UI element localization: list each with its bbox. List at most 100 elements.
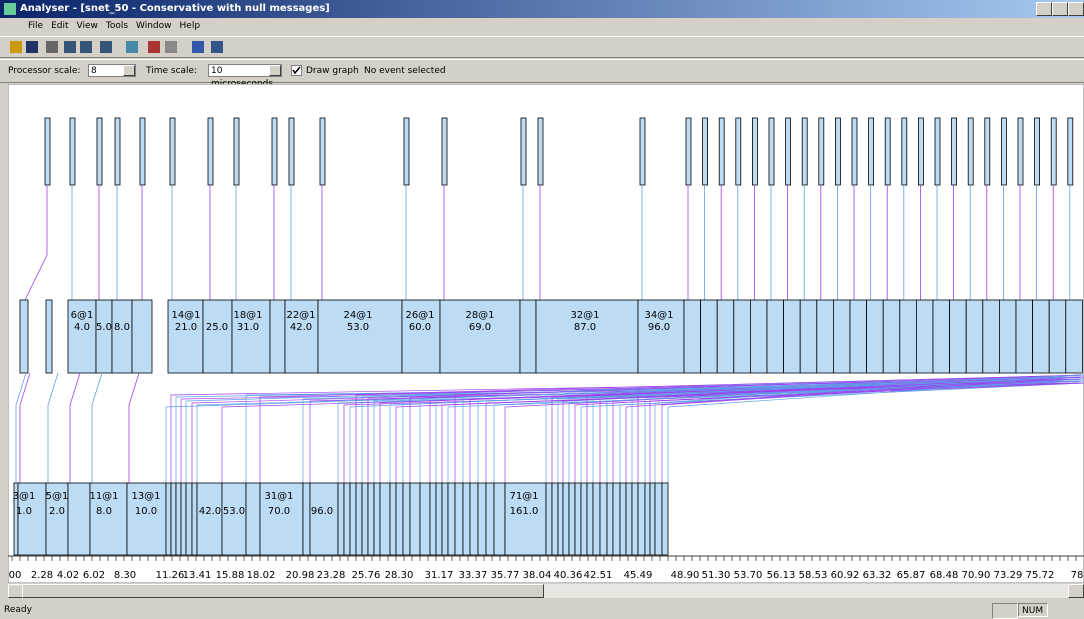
axis-label: 25.76 (352, 570, 381, 581)
event-block (368, 483, 374, 555)
block-id: 71@1 (509, 491, 538, 502)
event-block (983, 300, 1000, 373)
block-id: 22@1 (286, 310, 315, 321)
block-time: 87.0 (574, 322, 596, 333)
event-block (246, 483, 260, 555)
axis-label: 65.87 (897, 570, 926, 581)
event-block (362, 483, 368, 555)
axis-label: 20.98 (286, 570, 315, 581)
close-button[interactable] (1068, 2, 1084, 16)
processor-bar (852, 118, 857, 185)
toolbar-button[interactable] (148, 41, 160, 53)
toolbar-button[interactable] (126, 41, 138, 53)
event-block (356, 483, 362, 555)
axis-label: 68.48 (930, 570, 959, 581)
event-block (867, 300, 884, 373)
draw-graph-checkbox[interactable] (291, 65, 302, 76)
event-block (270, 300, 285, 373)
block-time: 96.0 (648, 322, 670, 333)
axis-label: 2.28 (31, 570, 53, 581)
scroll-right[interactable] (1068, 584, 1084, 598)
event-block (112, 300, 132, 373)
toolbar-button[interactable] (192, 41, 204, 53)
event-block (593, 483, 600, 555)
block-time: 53.0 (347, 322, 369, 333)
processor-bar (45, 118, 50, 185)
event-block (645, 483, 650, 555)
menu-item[interactable]: Help (180, 21, 201, 31)
axis-label: 33.37 (459, 570, 488, 581)
menu-item[interactable]: Edit (51, 21, 68, 31)
axis-label: 15.88 (216, 570, 245, 581)
event-block (650, 483, 655, 555)
block-time: 10.0 (135, 506, 157, 517)
event-block (68, 483, 90, 555)
event-block (478, 483, 486, 555)
processor-bar (835, 118, 840, 185)
toolbar-button[interactable] (46, 41, 58, 53)
event-block (171, 483, 176, 555)
event-block (546, 483, 552, 555)
event-block (784, 300, 801, 373)
event-block (303, 483, 310, 555)
processor-bar (1035, 118, 1040, 185)
block-time: 60.0 (409, 322, 431, 333)
processor-bar (170, 118, 175, 185)
toolbar-button[interactable] (100, 41, 112, 53)
draw-graph-label: Draw graph (306, 60, 359, 82)
processor-scale-label: Processor scale: (8, 60, 80, 82)
axis-label: 60.92 (831, 570, 860, 581)
status-bar: Ready NUM (0, 602, 1084, 619)
event-block (430, 483, 436, 555)
event-block (632, 483, 638, 555)
horizontal-scrollbar[interactable] (8, 584, 1084, 598)
event-block (338, 483, 344, 555)
event-block (966, 300, 983, 373)
event-block (350, 483, 356, 555)
menu-item[interactable]: Window (136, 21, 172, 31)
event-block (563, 483, 569, 555)
event-block (1066, 300, 1083, 373)
processor-bar (538, 118, 543, 185)
axis-label: 31.17 (425, 570, 454, 581)
event-block (1049, 300, 1066, 373)
event-block (767, 300, 784, 373)
event-block (734, 300, 751, 373)
toolbar-button[interactable] (80, 41, 92, 53)
toolbar-button[interactable] (211, 41, 223, 53)
block-id: 6@1 (71, 310, 94, 321)
menu-item[interactable]: File (28, 21, 43, 31)
processor-bar (902, 118, 907, 185)
event-block (850, 300, 867, 373)
menu-item[interactable]: Tools (106, 21, 128, 31)
event-status: No event selected (364, 60, 446, 82)
block-id: 11@1 (89, 491, 118, 502)
event-block (587, 483, 593, 555)
processor-bar (985, 118, 990, 185)
toolbar-button[interactable] (26, 41, 38, 53)
processor-bar (1051, 118, 1056, 185)
block-time: 25.0 (206, 322, 228, 333)
event-block (403, 483, 410, 555)
dropdown-button[interactable] (269, 65, 281, 76)
event-block (203, 300, 232, 373)
processor-bar (918, 118, 923, 185)
menu-item[interactable]: View (77, 21, 98, 31)
toolbar-button[interactable] (64, 41, 76, 53)
processor-bar (640, 118, 645, 185)
toolbar-button[interactable] (165, 41, 177, 53)
dropdown-button[interactable] (123, 65, 135, 76)
block-time: 96.0 (311, 506, 333, 517)
maximize-button[interactable] (1052, 2, 1068, 16)
event-block (701, 300, 718, 373)
toolbar-button[interactable] (10, 41, 22, 53)
event-block (817, 300, 834, 373)
event-block (132, 300, 152, 373)
minimize-button[interactable] (1036, 2, 1052, 16)
block-id: 14@1 (171, 310, 200, 321)
axis-label: 4.02 (57, 570, 79, 581)
processor-bar (1068, 118, 1073, 185)
processor-bar (1018, 118, 1023, 185)
num-text: NUM (1022, 606, 1043, 616)
scroll-thumb[interactable] (22, 584, 544, 598)
